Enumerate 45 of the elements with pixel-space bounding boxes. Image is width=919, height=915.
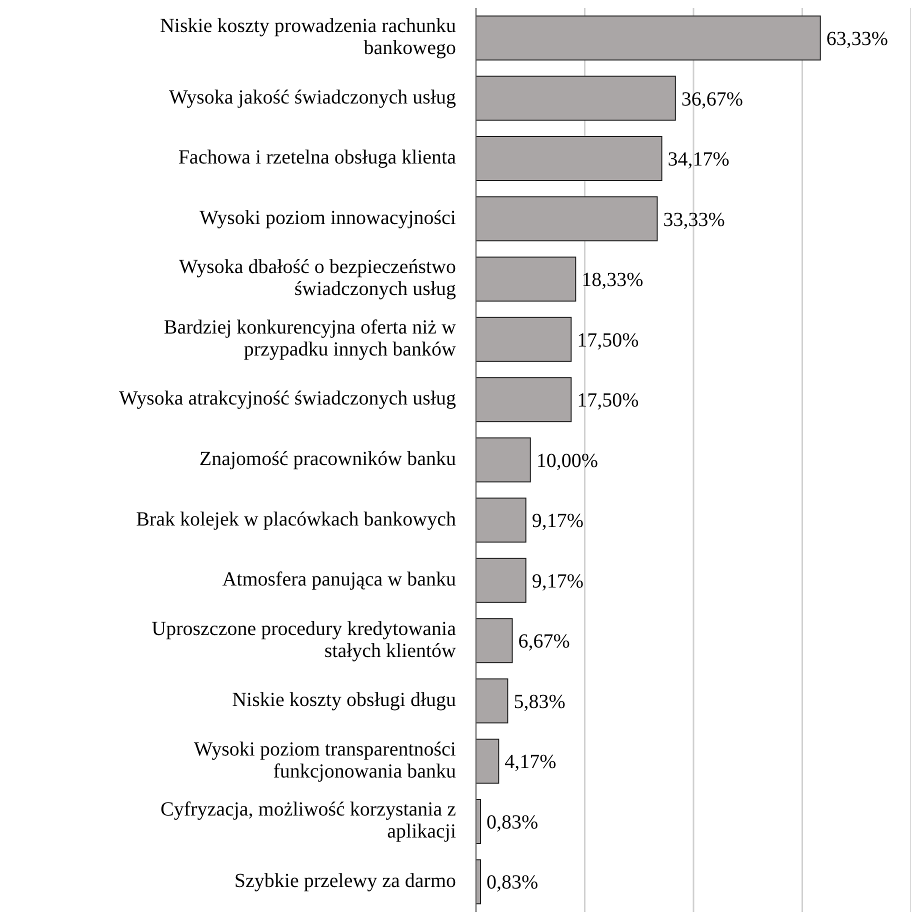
bar: [476, 498, 526, 543]
bar: [476, 316, 572, 362]
data-label: 34,17%: [668, 148, 730, 171]
data-label: 17,50%: [577, 329, 639, 352]
data-label: 17,50%: [577, 390, 639, 412]
y-tick-label: Wysoka dbałość o bezpieczeństwo świadczonych usług: [178, 256, 456, 300]
data-label: 6,67%: [518, 630, 570, 653]
bar: [476, 618, 513, 664]
data-label: 18,33%: [582, 269, 644, 292]
y-tick-label: Niskie koszty obsługi długu: [232, 688, 456, 711]
y-tick-label: Uproszczone procedury kredytowania stałych klientów: [152, 617, 457, 662]
bar: [476, 678, 508, 724]
data-label: 4,17%: [504, 751, 556, 774]
y-tick-label: Wysoka atrakcyjność świadczonych usług: [118, 387, 456, 410]
data-label: 10,00%: [536, 450, 598, 472]
y-tick-label: Fachowa i rzetelna obsługa klienta: [178, 146, 456, 168]
data-label: 9,17%: [532, 510, 584, 532]
y-tick-label: Wysoka jakość świadczonych usług: [168, 86, 456, 108]
bar: [476, 859, 482, 904]
y-tick-label: Atmosfera panująca w banku: [222, 568, 456, 590]
bar: [476, 437, 531, 482]
y-tick-label: Brak kolejek w placówkach bankowych: [136, 508, 456, 530]
bar: [476, 558, 526, 603]
data-label: 9,17%: [532, 570, 584, 592]
y-tick-label: Niskie koszty prowadzenia rachunku bankowego: [160, 14, 456, 59]
data-label: 0,83%: [486, 811, 538, 834]
y-tick-label: Wysoki poziom transparentności funkcjonowania banku: [194, 738, 456, 782]
data-label: 5,83%: [514, 690, 566, 713]
data-label: 0,83%: [486, 872, 538, 894]
data-label: 63,33%: [826, 28, 888, 50]
bar: [476, 76, 676, 121]
y-tick-label: Bardziej konkurencyjna oferta niż w przypadku innych banków: [164, 316, 457, 360]
bar: [476, 136, 662, 182]
bar: [476, 738, 500, 784]
bar: [476, 798, 482, 844]
data-label: 33,33%: [663, 208, 725, 231]
y-tick-label: Znajomość pracowników banku: [199, 448, 456, 470]
data-label: 36,67%: [681, 88, 744, 110]
bar: [476, 196, 658, 242]
bar: [476, 256, 576, 302]
y-tick-label: Cyfryzacja, możliwość korzystania z aplikacji: [160, 798, 456, 842]
bar: [476, 377, 572, 422]
bar: [476, 16, 821, 60]
y-tick-label: Wysoki poziom innowacyjności: [199, 206, 456, 229]
y-tick-label: Szybkie przelewy za darmo: [234, 869, 456, 892]
